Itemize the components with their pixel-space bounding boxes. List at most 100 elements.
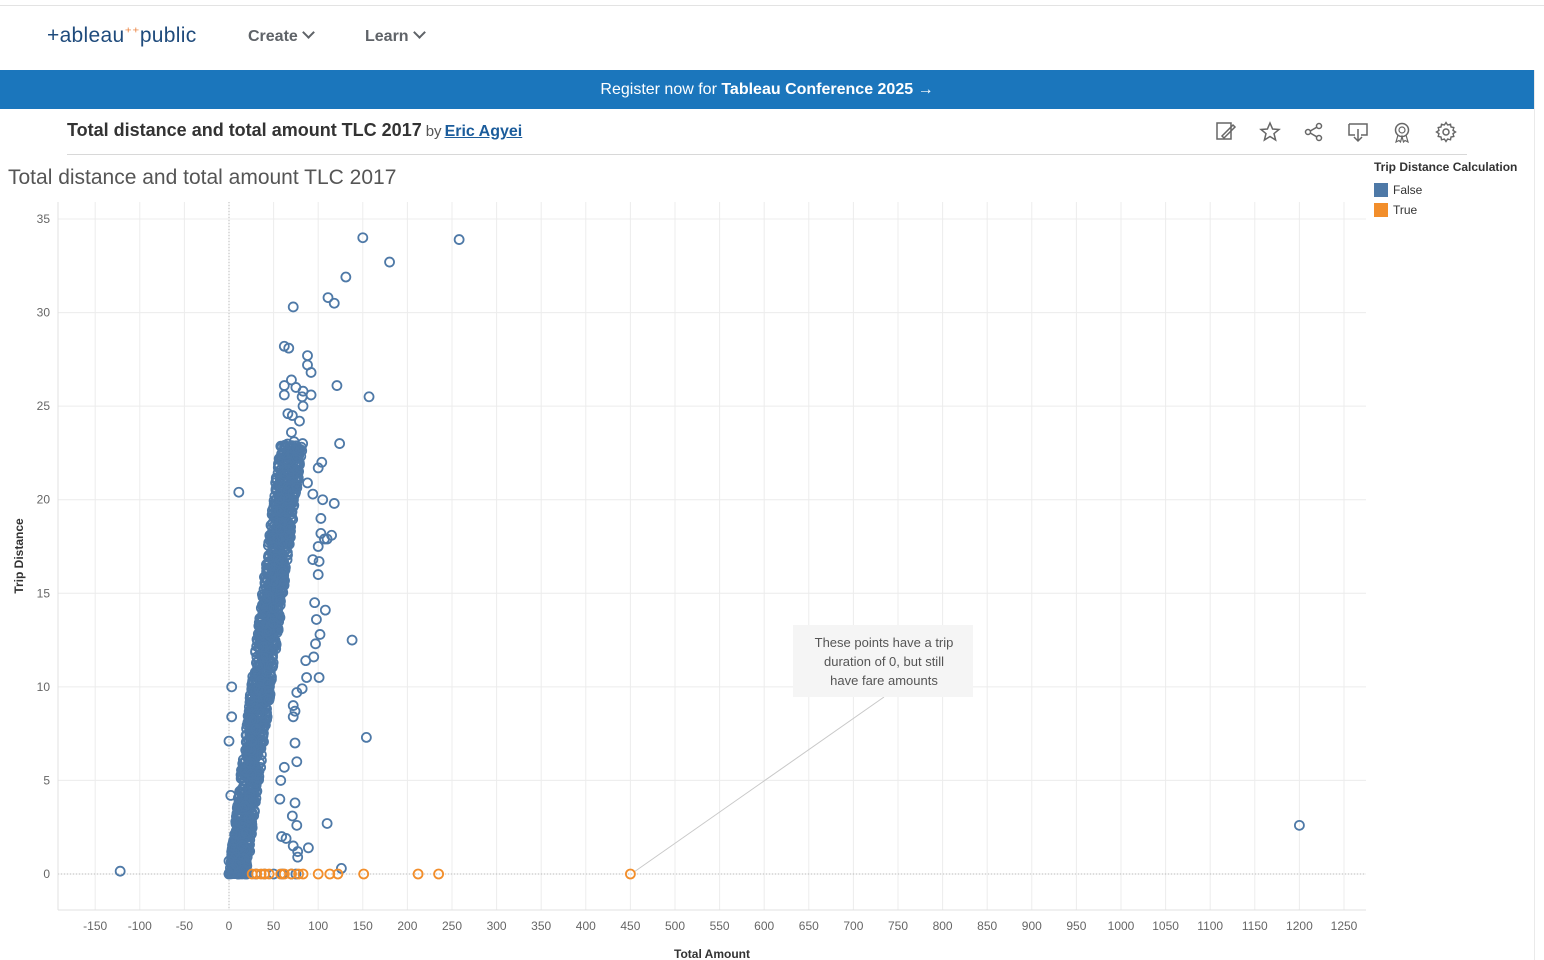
- scatter-point-false[interactable]: [241, 743, 253, 755]
- scatter-point-false[interactable]: [305, 389, 317, 401]
- scatter-point-false[interactable]: [291, 819, 303, 831]
- scatter-point-false[interactable]: [245, 768, 257, 780]
- scatter-point-false[interactable]: [313, 672, 325, 683]
- scatter-point-false[interactable]: [260, 660, 272, 672]
- scatter-point-false[interactable]: [278, 567, 290, 579]
- scatter-point-false[interactable]: [317, 494, 329, 506]
- scatter-point-false[interactable]: [297, 400, 309, 412]
- tableau-public-logo[interactable]: +ableau⁺⁺public: [47, 24, 197, 48]
- scatter-point-false[interactable]: [280, 833, 292, 844]
- scatter-point-false[interactable]: [283, 506, 295, 517]
- scatter-point-false[interactable]: [283, 456, 295, 467]
- scatter-point-false[interactable]: [254, 628, 266, 639]
- scatter-point-false[interactable]: [236, 840, 248, 852]
- scatter-point-true[interactable]: [332, 868, 344, 880]
- scatter-point-false[interactable]: [294, 415, 305, 427]
- scatter-point-false[interactable]: [276, 554, 288, 566]
- scatter-point-false[interactable]: [319, 604, 331, 616]
- scatter-point-true[interactable]: [625, 868, 636, 880]
- scatter-point-false[interactable]: [223, 735, 235, 747]
- scatter-point-false[interactable]: [268, 617, 279, 629]
- scatter-point-true[interactable]: [324, 868, 336, 880]
- scatter-point-false[interactable]: [254, 660, 266, 672]
- conference-banner[interactable]: Register now for Tableau Conference 2025…: [0, 70, 1534, 109]
- scatter-point-true[interactable]: [286, 868, 297, 880]
- scatter-point-false[interactable]: [357, 232, 369, 244]
- scatter-point-false[interactable]: [363, 391, 375, 403]
- scatter-point-false[interactable]: [311, 614, 322, 625]
- scatter-point-false[interactable]: [1294, 819, 1305, 831]
- scatter-point-false[interactable]: [114, 865, 126, 877]
- scatter-point-false[interactable]: [296, 391, 308, 403]
- scatter-point-false[interactable]: [256, 686, 268, 698]
- scatter-point-false[interactable]: [261, 626, 273, 637]
- scatter-point-true[interactable]: [358, 868, 370, 880]
- scatter-point-false[interactable]: [288, 436, 300, 448]
- scatter-point-false[interactable]: [384, 256, 395, 268]
- scatter-point-false[interactable]: [286, 410, 298, 421]
- scatter-point-false[interactable]: [250, 646, 261, 658]
- nav-learn[interactable]: Learn: [365, 26, 426, 46]
- scatter-point-true[interactable]: [259, 868, 271, 880]
- scatter-point-false[interactable]: [346, 634, 358, 646]
- scatter-point-false[interactable]: [226, 711, 238, 723]
- scatter-point-false[interactable]: [242, 710, 254, 722]
- scatter-point-false[interactable]: [453, 234, 465, 245]
- legend-item-true[interactable]: True: [1374, 200, 1517, 220]
- scatter-point-false[interactable]: [291, 687, 303, 698]
- scatter-point-false[interactable]: [310, 638, 321, 650]
- scatter-point-false[interactable]: [315, 513, 327, 524]
- scatter-point-false[interactable]: [302, 842, 314, 854]
- scatter-point-false[interactable]: [286, 810, 298, 822]
- scatter-point-false[interactable]: [260, 594, 272, 606]
- scatter-point-false[interactable]: [331, 380, 343, 391]
- scatter-point-false[interactable]: [287, 301, 299, 313]
- scatter-point-false[interactable]: [283, 342, 295, 354]
- scatter-point-false[interactable]: [257, 641, 269, 653]
- scatter-point-false[interactable]: [225, 790, 237, 801]
- download-icon[interactable]: [1346, 120, 1370, 144]
- scatter-point-false[interactable]: [322, 292, 334, 303]
- scatter-point-false[interactable]: [302, 477, 313, 489]
- scatter-point-false[interactable]: [250, 723, 262, 735]
- legend-item-false[interactable]: False: [1374, 180, 1517, 200]
- scatter-point-false[interactable]: [292, 846, 304, 857]
- scatter-point-false[interactable]: [291, 482, 303, 494]
- scatter-point-false[interactable]: [268, 602, 280, 614]
- scatter-point-false[interactable]: [305, 367, 317, 378]
- scatter-point-false[interactable]: [251, 776, 263, 787]
- scatter-point-false[interactable]: [278, 389, 290, 401]
- scatter-point-false[interactable]: [312, 541, 324, 552]
- scatter-point-true[interactable]: [412, 868, 424, 880]
- award-icon[interactable]: [1390, 120, 1414, 144]
- edit-icon[interactable]: [1214, 120, 1238, 144]
- scatter-point-false[interactable]: [233, 486, 245, 498]
- scatter-point-false[interactable]: [283, 538, 295, 550]
- scatter-point-false[interactable]: [272, 624, 284, 636]
- scatter-point-false[interactable]: [255, 755, 267, 766]
- scatter-point-false[interactable]: [257, 736, 269, 748]
- scatter-point-false[interactable]: [244, 790, 256, 802]
- scatter-point-true[interactable]: [251, 868, 263, 880]
- scatter-point-false[interactable]: [276, 565, 288, 577]
- favorite-star-icon[interactable]: [1258, 120, 1282, 144]
- scatter-point-false[interactable]: [267, 575, 279, 587]
- scatter-point-false[interactable]: [223, 855, 235, 867]
- scatter-point-false[interactable]: [292, 851, 304, 863]
- scatter-point-false[interactable]: [264, 670, 276, 681]
- scatter-point-false[interactable]: [246, 735, 258, 747]
- scatter-point-true[interactable]: [263, 868, 275, 880]
- nav-create[interactable]: Create: [248, 26, 315, 46]
- scatter-point-true[interactable]: [275, 868, 287, 880]
- scatter-point-false[interactable]: [275, 775, 287, 786]
- scatter-point-false[interactable]: [278, 761, 290, 773]
- scatter-point-false[interactable]: [314, 629, 326, 640]
- scatter-point-false[interactable]: [256, 707, 268, 719]
- scatter-point-true[interactable]: [297, 868, 309, 880]
- scatter-point-false[interactable]: [240, 827, 252, 839]
- scatter-point-false[interactable]: [272, 603, 284, 615]
- author-link[interactable]: Eric Agyei: [444, 123, 523, 140]
- scatter-point-false[interactable]: [328, 297, 340, 309]
- scatter-point-false[interactable]: [291, 756, 303, 768]
- scatter-plot[interactable]: -150 -100 -50 0 50 100 150 200 250 300 350 400 450 50…: [0, 195, 1534, 960]
